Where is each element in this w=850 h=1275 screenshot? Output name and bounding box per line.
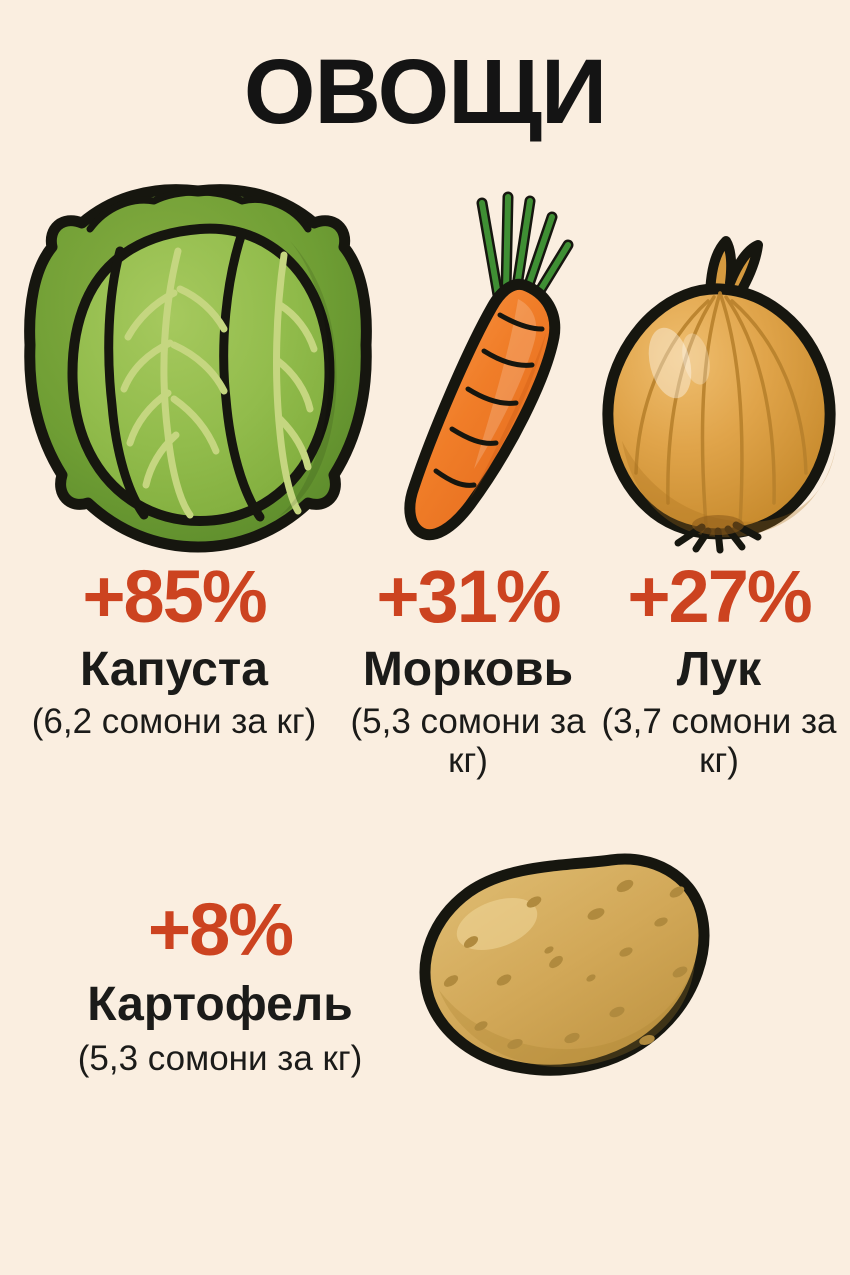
price-potato: (5,3 сомони за кг) bbox=[77, 1039, 363, 1079]
price-carrot: (5,3 сомони за кг) bbox=[350, 702, 586, 781]
percent-potato: +8% bbox=[147, 888, 294, 971]
stat-column-carrot: +31% Морковь (5,3 сомони за кг) bbox=[348, 555, 588, 781]
potato-illustration bbox=[415, 850, 710, 1076]
name-potato: Картофель bbox=[87, 978, 353, 1032]
name-cabbage: Капуста bbox=[80, 643, 268, 697]
percent-onion: +27% bbox=[627, 555, 812, 638]
onion-illustration bbox=[592, 235, 847, 554]
cabbage-illustration bbox=[24, 184, 372, 553]
stat-column-potato: +8% Картофель (5,3 сомони за кг) bbox=[20, 888, 420, 1079]
name-carrot: Морковь bbox=[362, 643, 574, 697]
stats-row: +85% Капуста (6,2 сомони за кг) +31% Мор… bbox=[0, 555, 850, 781]
name-onion: Лук bbox=[676, 643, 762, 697]
stat-column-onion: +27% Лук (3,7 сомони за кг) bbox=[588, 555, 850, 781]
price-onion: (3,7 сомони за кг) bbox=[601, 702, 837, 781]
percent-carrot: +31% bbox=[376, 555, 561, 638]
percent-cabbage: +85% bbox=[82, 555, 267, 638]
carrot-illustration bbox=[378, 183, 593, 551]
vegetable-illustration-row bbox=[0, 183, 850, 555]
page-title: ОВОЩИ bbox=[243, 41, 607, 143]
price-cabbage: (6,2 сомони за кг) bbox=[31, 702, 317, 742]
stat-column-cabbage: +85% Капуста (6,2 сомони за кг) bbox=[0, 555, 348, 742]
